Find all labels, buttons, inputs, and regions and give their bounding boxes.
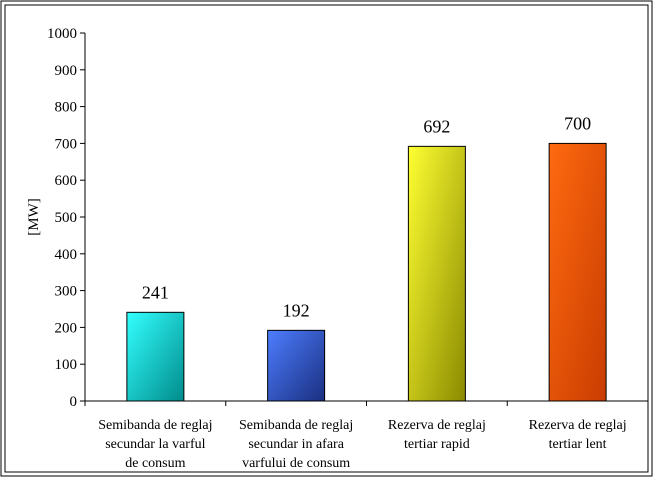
x-category-label-line: secundar in afara (248, 437, 344, 452)
bar-4 (548, 142, 607, 402)
data-label-2: 192 (283, 300, 310, 320)
inner-border (4, 4, 649, 473)
x-category-label-2: Semibanda de reglaj secundar in afara varf… (239, 418, 353, 471)
bar-3 (407, 145, 466, 402)
data-label-1: 241 (142, 282, 169, 302)
x-category-label-line: de consum (125, 456, 185, 471)
y-tick-label: 400 (55, 247, 78, 263)
x-category-label-4: Rezerva de reglaj tertiar lent (529, 418, 627, 452)
x-category-label-line: secundar la varful (105, 437, 205, 452)
data-label-4: 700 (564, 113, 591, 133)
x-category-label-3: Rezerva de reglaj tertiar rapid (388, 418, 486, 452)
x-category-label-line: Semibanda de reglaj (98, 418, 212, 433)
y-tick-label: 200 (55, 320, 78, 336)
x-category-label-line: Semibanda de reglaj (239, 418, 353, 433)
y-tick-label: 300 (55, 284, 78, 300)
y-axis-title: [MW] (26, 198, 42, 236)
y-tick-label: 100 (55, 357, 78, 373)
y-tick-label: 700 (55, 136, 78, 152)
bar-2 (267, 329, 326, 402)
x-category-label-line: tertiar rapid (404, 437, 470, 452)
y-tick-label: 800 (55, 100, 78, 116)
y-tick-label: 0 (70, 394, 78, 410)
x-category-label-line: tertiar lent (549, 437, 607, 452)
x-category-label-line: Rezerva de reglaj (529, 418, 627, 433)
y-tick-label: 500 (55, 210, 78, 226)
y-tick-label: 600 (55, 173, 78, 189)
bar-1 (126, 311, 185, 402)
x-category-label-line: Rezerva de reglaj (388, 418, 486, 433)
y-tick-label: 1000 (47, 26, 77, 42)
x-category-label-line: varfului de consum (242, 456, 350, 471)
data-label-3: 692 (423, 116, 450, 136)
x-category-label-1: Semibanda de reglaj secundar la varful de … (98, 418, 212, 471)
y-tick-label: 900 (55, 63, 78, 79)
